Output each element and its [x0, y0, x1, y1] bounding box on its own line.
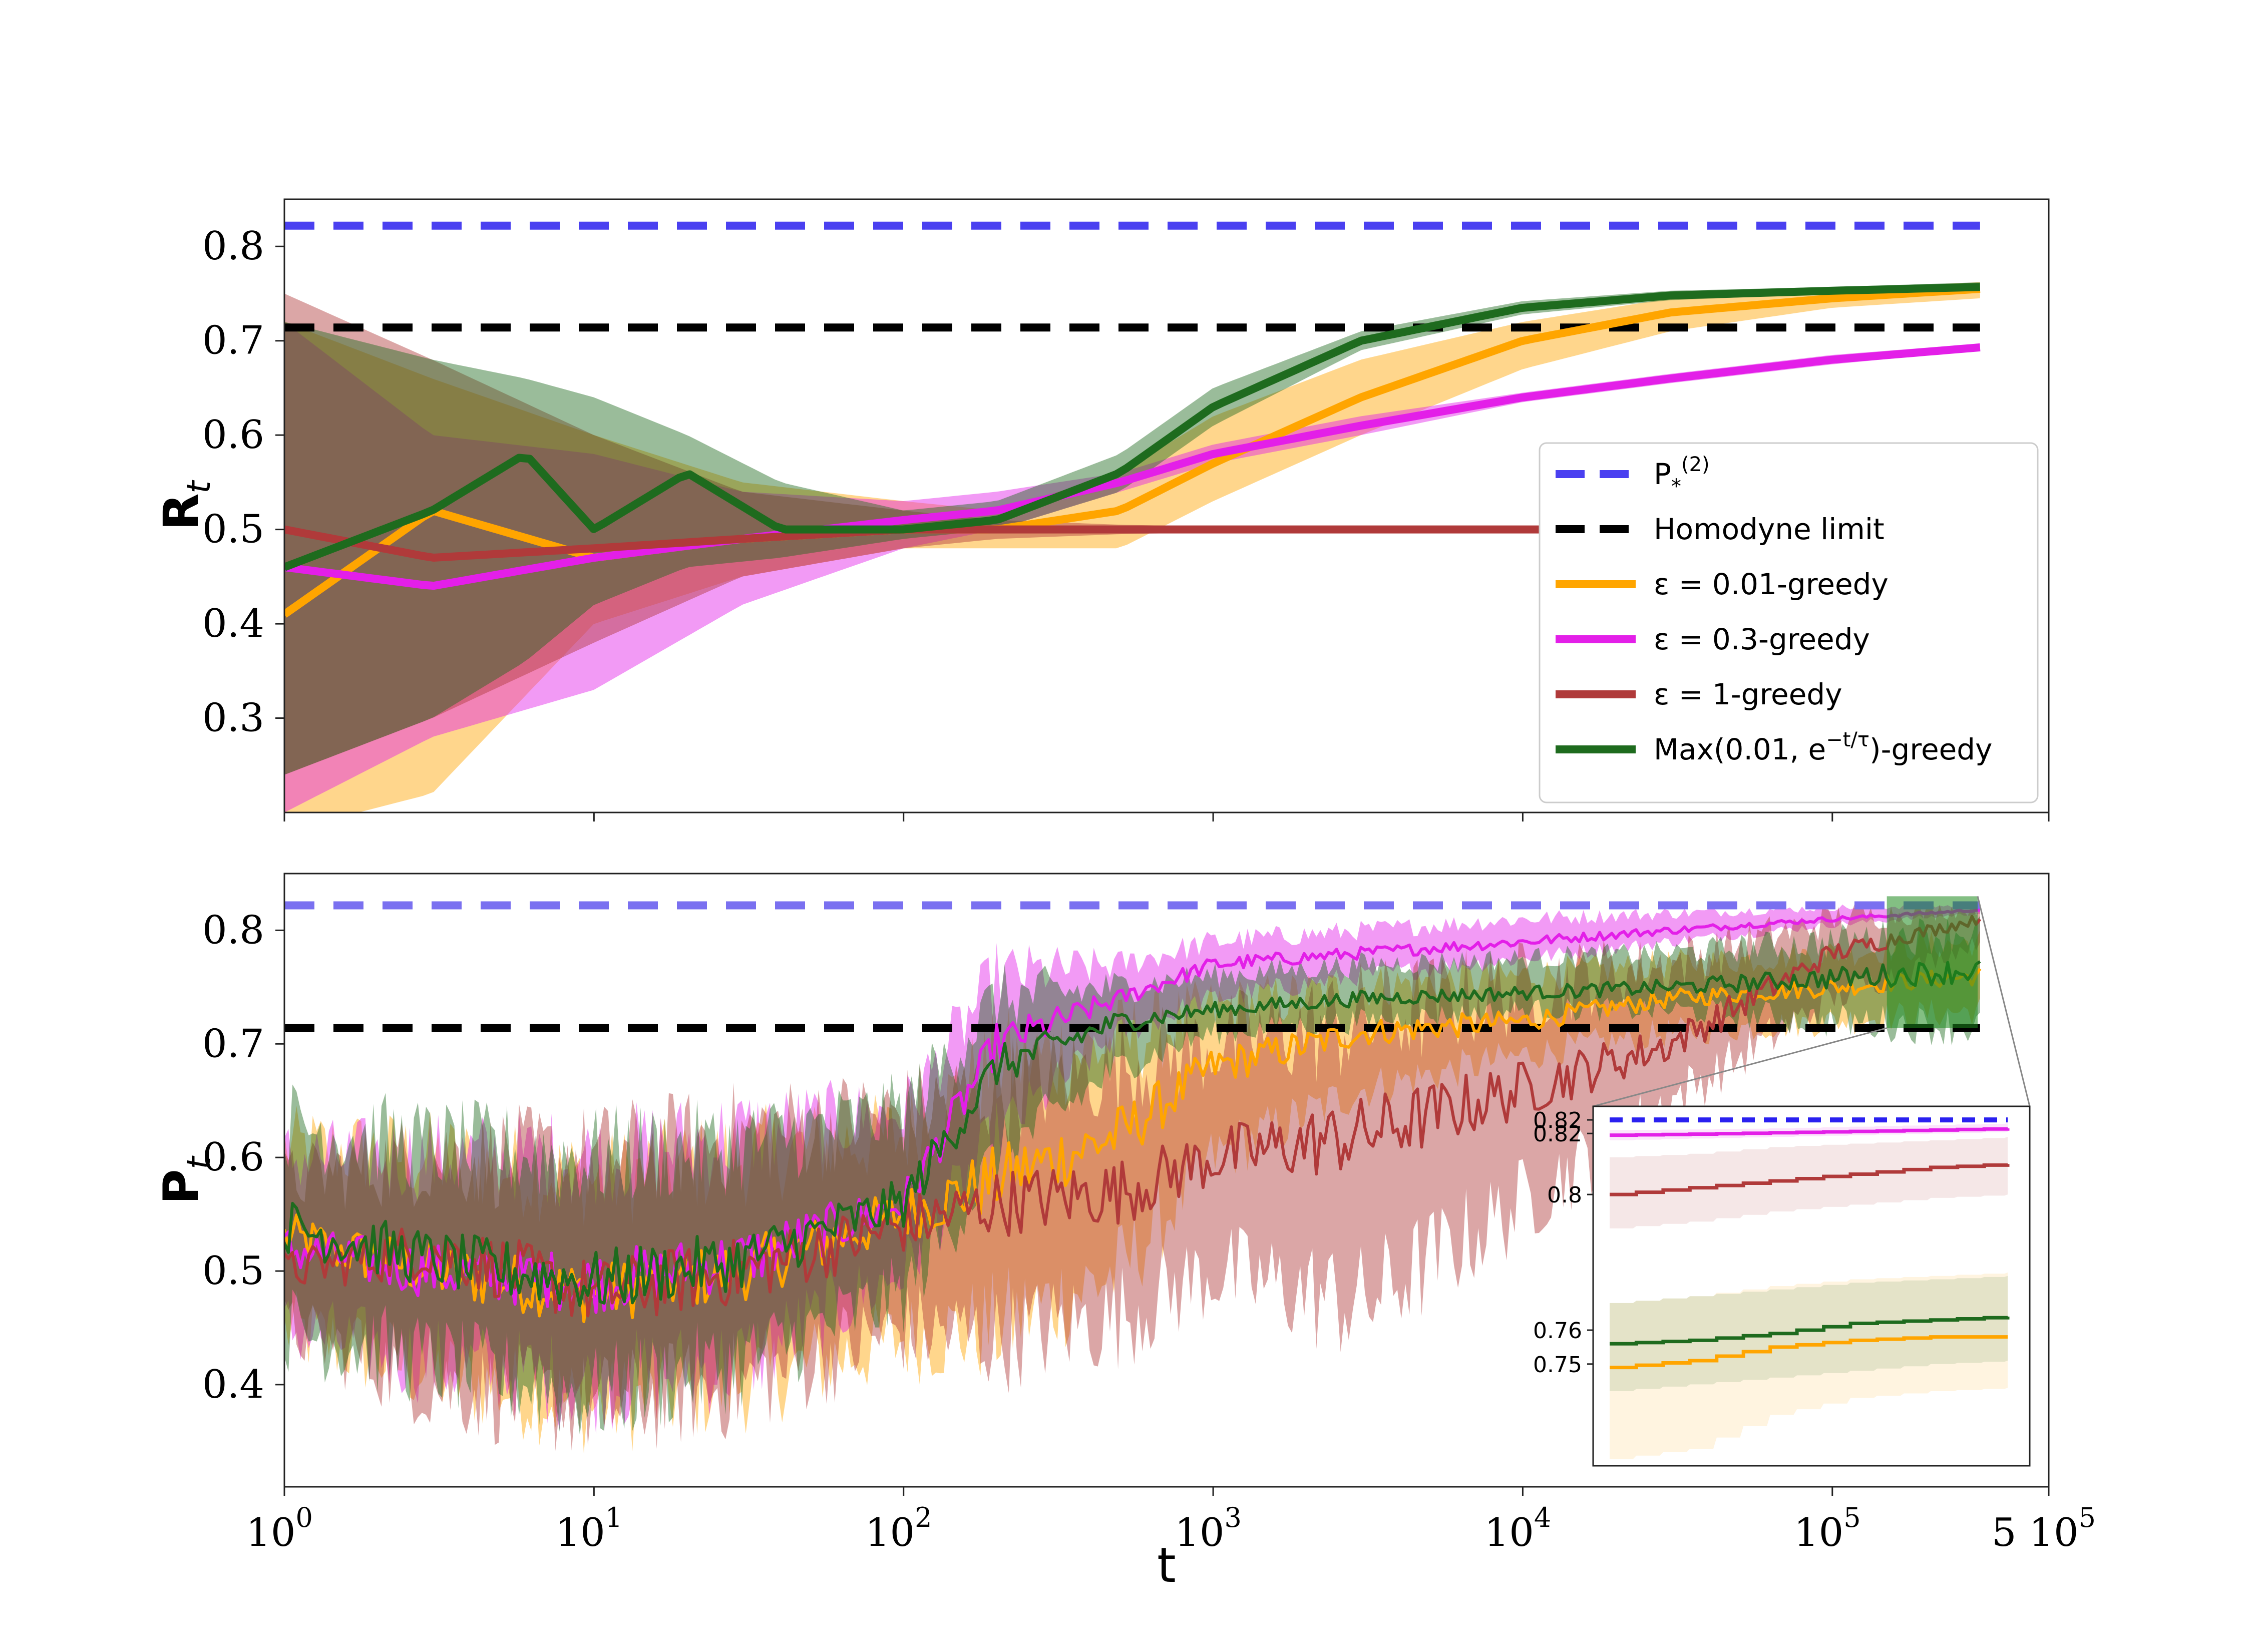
legend-label-1: Homodyne limit	[1654, 512, 1885, 546]
xtick-label: 102	[865, 1502, 932, 1555]
inset-band-1-greedy	[1610, 1137, 2008, 1228]
bottom-x-ticks: 100 101 102 103 104 105 5 105	[246, 1487, 2096, 1555]
inset-line-0-01-greedy	[1610, 1335, 2008, 1370]
legend-label-3: ε = 0.3-greedy	[1654, 622, 1870, 656]
legend-label-0: P*(2)	[1654, 453, 1710, 498]
inset-connector-lines	[1593, 896, 2031, 1107]
bottom-series-lines	[284, 909, 1982, 1323]
bot-ytick-label: 0.5	[202, 1249, 264, 1294]
bot-band-max-0-01-e-t-greedy	[284, 916, 1980, 1435]
top-ytick-label: 0.4	[202, 601, 264, 646]
top-ytick-label: 0.5	[202, 507, 264, 552]
top-panel: 0.3 0.4 0.5 0.6 0.7 0.8 Rt P*(2) Homodyne limi…	[153, 198, 2050, 821]
top-line-max-0-01-e-t-greedy	[284, 283, 1980, 571]
bot-ytick-label: 0.4	[202, 1362, 264, 1407]
bottom-axes-frame	[283, 873, 2050, 1488]
bot-band-1-greedy	[284, 901, 1980, 1451]
top-band-0-3-greedy	[284, 322, 1980, 812]
connector-line	[1977, 896, 2031, 1107]
xtick-label: 5 105	[1992, 1502, 2096, 1555]
inset-line-max-0-01-e-t-greedy	[1610, 1316, 2010, 1346]
bot-band-0-01-greedy	[284, 930, 1980, 1454]
legend-label-4: ε = 1-greedy	[1654, 677, 1842, 711]
top-reference-lines	[284, 221, 1980, 332]
inset-ytick-label: 0.82	[1533, 1108, 1582, 1133]
inset-ytick-label: 0.8	[1547, 1182, 1582, 1208]
inset-panel: 0.75 0.76 0.8 0.820.82	[1533, 1105, 2031, 1467]
top-ytick-label: 0.6	[202, 412, 264, 458]
top-ytick-label: 0.3	[202, 696, 264, 741]
top-ytick-label: 0.7	[202, 318, 264, 363]
xtick-label: 103	[1175, 1502, 1242, 1555]
bottom-y-axis-label: Pt	[153, 1155, 218, 1204]
bot-band-0-3-greedy	[284, 904, 1980, 1435]
xtick-label: 100	[246, 1502, 313, 1555]
inset-series-lines	[1610, 1117, 2010, 1370]
bottom-panel: 0.40.50.60.70.8 100 101 102 103 104 105 5 105 …	[153, 873, 2096, 1593]
bottom-y-ticks: 0.4 0.5 0.6 0.7 0.8	[202, 908, 284, 1407]
inset-axes-frame	[1592, 1105, 2031, 1467]
bot-ytick-label: 0.7	[202, 1021, 264, 1066]
inset-band-0-01-greedy	[1610, 1272, 2008, 1459]
legend: P*(2) Homodyne limit ε = 0.01-greedy ε = 0.…	[1539, 442, 2039, 803]
inset-y-ticks: 0.75 0.76 0.8 0.820.82	[1533, 1108, 1593, 1378]
inset-ytick-label: 0.75	[1533, 1352, 1582, 1378]
x-axis-label: t	[1157, 1537, 1176, 1593]
connector-line	[1593, 1027, 1888, 1107]
inset-ytick-label: 0.76	[1533, 1318, 1582, 1344]
inset-line-1-greedy	[1610, 1163, 2010, 1196]
bot-line-max-0-01-e-t-greedy	[284, 960, 1981, 1307]
top-axes-frame	[283, 198, 2050, 813]
legend-label-2: ε = 0.01-greedy	[1654, 567, 1889, 601]
inset-line-0-3-greedy	[1610, 1127, 2010, 1137]
top-ytick-label: 0.8	[202, 224, 264, 269]
top-band-1-greedy	[284, 293, 1980, 775]
top-y-axis-label: Rt	[153, 480, 218, 531]
xtick-label: 101	[556, 1502, 623, 1555]
bot-ytick-label: 0.6	[202, 1135, 264, 1180]
top-y-ticks: 0.3 0.4 0.5 0.6 0.7 0.8	[202, 224, 284, 741]
inset-zoom-region	[1887, 896, 1978, 1028]
top-band-max-0-01-e-t-greedy	[284, 282, 1980, 775]
xtick-label: 105	[1794, 1502, 1861, 1555]
bottom-confidence-bands	[284, 901, 1980, 1454]
top-line-0-3-greedy	[284, 343, 1981, 590]
inset-ytick-label: 0.82	[1533, 1121, 1582, 1147]
xtick-label: 104	[1484, 1502, 1552, 1555]
legend-box	[1539, 442, 2039, 803]
top-x-ticks	[283, 812, 2050, 821]
bot-ytick-label: 0.8	[202, 908, 264, 953]
legend-label-5: Max(0.01, e−t/τ)-greedy	[1654, 728, 1992, 766]
